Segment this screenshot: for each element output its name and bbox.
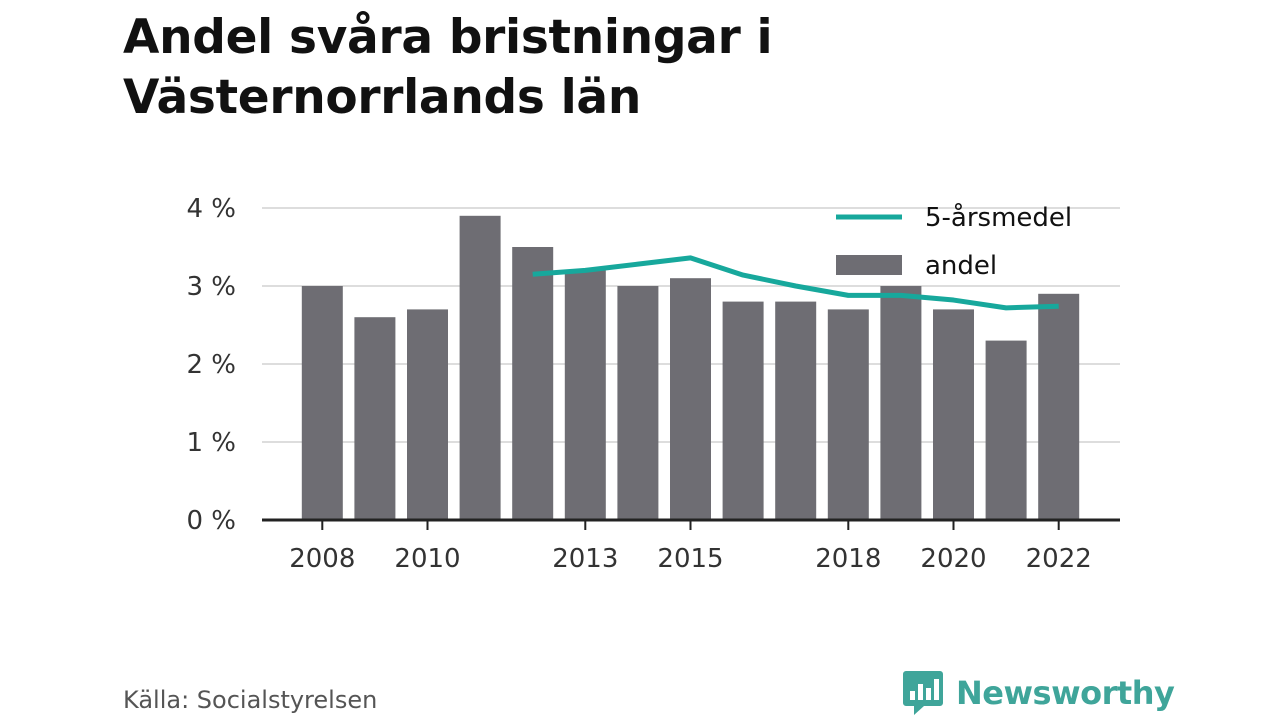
x-tick-label: 2015 bbox=[657, 544, 723, 574]
bar-2021 bbox=[985, 340, 1027, 520]
x-tick-label: 2010 bbox=[394, 544, 460, 574]
chart-title: Andel svåra bristningar i Västernorrland… bbox=[123, 8, 1123, 128]
bar-2008 bbox=[301, 286, 343, 520]
x-tick-label: 2020 bbox=[920, 544, 986, 574]
bar-2011 bbox=[459, 215, 501, 521]
y-tick-label: 0 % bbox=[186, 506, 236, 536]
bar-2009 bbox=[354, 317, 396, 520]
bar-2016 bbox=[722, 301, 764, 520]
bar-2013 bbox=[564, 270, 606, 520]
x-tick-label: 2018 bbox=[815, 544, 881, 574]
source-note: Källa: Socialstyrelsen bbox=[123, 686, 378, 714]
brand-name: Newsworthy bbox=[956, 674, 1175, 712]
y-tick-label: 1 % bbox=[186, 428, 236, 458]
legend-label: 5-årsmedel bbox=[925, 202, 1072, 233]
bar-2022 bbox=[1038, 293, 1080, 520]
legend-bar-swatch bbox=[836, 255, 902, 275]
brand-logo: Newsworthy bbox=[902, 668, 1175, 718]
bar-2018 bbox=[827, 309, 869, 520]
bar-2020 bbox=[933, 309, 974, 520]
bar-2019 bbox=[880, 286, 922, 520]
y-tick-label: 2 % bbox=[186, 350, 236, 380]
y-tick-label: 4 % bbox=[186, 194, 236, 224]
chart-title-line-2: Västernorrlands län bbox=[123, 70, 641, 125]
bar-2010 bbox=[407, 309, 448, 520]
x-tick-label: 2022 bbox=[1026, 544, 1092, 574]
y-tick-label: 3 % bbox=[186, 272, 236, 302]
legend-label: andel bbox=[925, 251, 997, 281]
bar-2012 bbox=[512, 247, 554, 520]
x-tick-label: 2008 bbox=[289, 544, 355, 574]
chart-title-line-1: Andel svåra bristningar i bbox=[123, 10, 773, 65]
line-5-arsmedel bbox=[532, 255, 1059, 311]
newsworthy-logo-icon bbox=[903, 671, 943, 715]
bar-2014 bbox=[617, 286, 659, 520]
bar-2015 bbox=[670, 278, 711, 520]
x-tick-label: 2013 bbox=[552, 544, 618, 574]
bar-2017 bbox=[775, 301, 817, 520]
